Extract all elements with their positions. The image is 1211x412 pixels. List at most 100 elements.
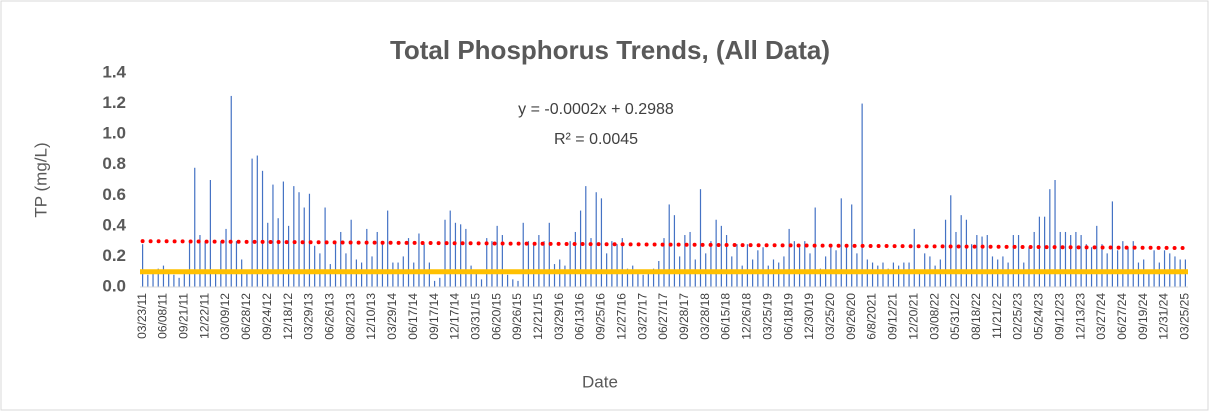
x-tick-label: 03/25/25 — [1178, 293, 1192, 340]
bar — [621, 238, 623, 287]
bar — [950, 195, 952, 287]
bar — [887, 268, 889, 287]
bar — [1023, 262, 1025, 287]
bar — [548, 222, 550, 287]
bar — [892, 262, 895, 287]
bar — [220, 241, 222, 287]
bar — [955, 231, 957, 287]
bar — [308, 193, 311, 287]
bar — [298, 192, 300, 287]
bar — [934, 265, 936, 287]
bar — [840, 198, 842, 287]
bar — [585, 186, 587, 287]
bar — [251, 158, 253, 287]
x-tick-label: 12/30/19 — [802, 293, 816, 340]
bar — [147, 274, 149, 287]
x-tick-label: 12/20/21 — [906, 293, 920, 340]
x-tick-label: 12/26/18 — [740, 293, 754, 340]
bar — [1007, 262, 1009, 287]
bar — [611, 241, 613, 287]
bar — [387, 210, 389, 287]
bar — [225, 228, 227, 287]
bar — [397, 262, 399, 287]
bar — [569, 241, 571, 287]
bar — [1132, 241, 1134, 287]
bar — [267, 222, 269, 287]
bar — [877, 265, 879, 287]
bar — [340, 231, 342, 287]
bar — [913, 228, 915, 287]
bar — [418, 233, 420, 287]
bar — [433, 280, 436, 287]
x-tick-label: 03/29/16 — [552, 293, 566, 340]
bar — [1111, 201, 1113, 287]
bar — [626, 268, 629, 287]
bar — [183, 271, 185, 287]
bar — [976, 235, 978, 287]
x-tick-label: 03/23/11 — [135, 293, 149, 339]
bar — [861, 103, 863, 287]
bar — [1070, 235, 1072, 287]
bar — [981, 236, 983, 287]
bar — [746, 244, 749, 287]
y-tick-label: 1.2 — [102, 93, 126, 112]
trendline — [140, 239, 1188, 251]
bar — [595, 192, 597, 287]
bar — [652, 268, 655, 287]
x-tick-label: 12/17/14 — [448, 293, 462, 340]
bar — [642, 274, 644, 287]
x-tick-label: 12/27/16 — [614, 293, 628, 340]
y-axis-title: TP (mg/L) — [31, 142, 50, 217]
x-tick-label: 06/13/16 — [573, 293, 587, 340]
bar — [720, 225, 722, 287]
bar — [898, 265, 900, 287]
x-tick-label: 09/26/15 — [510, 293, 524, 340]
x-axis-title: Date — [582, 372, 618, 391]
bar — [204, 241, 206, 287]
x-tick-label: 06/17/14 — [406, 293, 420, 340]
bar — [1054, 180, 1056, 287]
bar — [230, 95, 232, 287]
x-tick-label: 12/13/23 — [1073, 293, 1087, 340]
bar — [637, 271, 639, 287]
bar — [590, 238, 592, 287]
bar — [965, 219, 968, 287]
bar — [439, 277, 441, 287]
bar — [376, 231, 378, 287]
x-tick-label: 03/27/17 — [635, 293, 649, 340]
bar — [293, 186, 295, 287]
bar — [851, 204, 853, 287]
bar — [465, 228, 467, 287]
bar — [1028, 247, 1030, 287]
bar — [762, 247, 764, 287]
bar — [908, 262, 910, 287]
x-tick-label: 06/26/13 — [322, 293, 336, 340]
bar — [1122, 241, 1124, 287]
bar — [527, 241, 530, 287]
bar — [512, 279, 514, 287]
bar — [282, 181, 284, 287]
bar — [574, 231, 576, 287]
y-tick-label: 1.0 — [102, 124, 126, 143]
bar — [673, 215, 676, 287]
bar — [303, 207, 305, 287]
bar — [486, 238, 488, 287]
bar — [830, 247, 832, 287]
bar — [449, 210, 451, 287]
x-tick-label: 6/8/2021 — [865, 293, 879, 340]
x-tick-label: 03/25/20 — [823, 293, 837, 340]
x-tick-label: 12/21/15 — [531, 293, 545, 340]
bar — [684, 235, 686, 287]
bar — [871, 262, 874, 287]
trend-r-squared: R² = 0.0045 — [554, 131, 638, 148]
bar — [392, 262, 394, 287]
x-tick-label: 09/24/12 — [260, 293, 274, 340]
y-tick-label: 0.2 — [102, 246, 126, 265]
bar — [209, 180, 211, 287]
bar — [715, 219, 717, 287]
bar — [199, 235, 201, 287]
y-tick-label: 0.4 — [102, 215, 126, 234]
x-tick-label: 09/28/17 — [677, 293, 691, 340]
bar — [287, 225, 290, 287]
